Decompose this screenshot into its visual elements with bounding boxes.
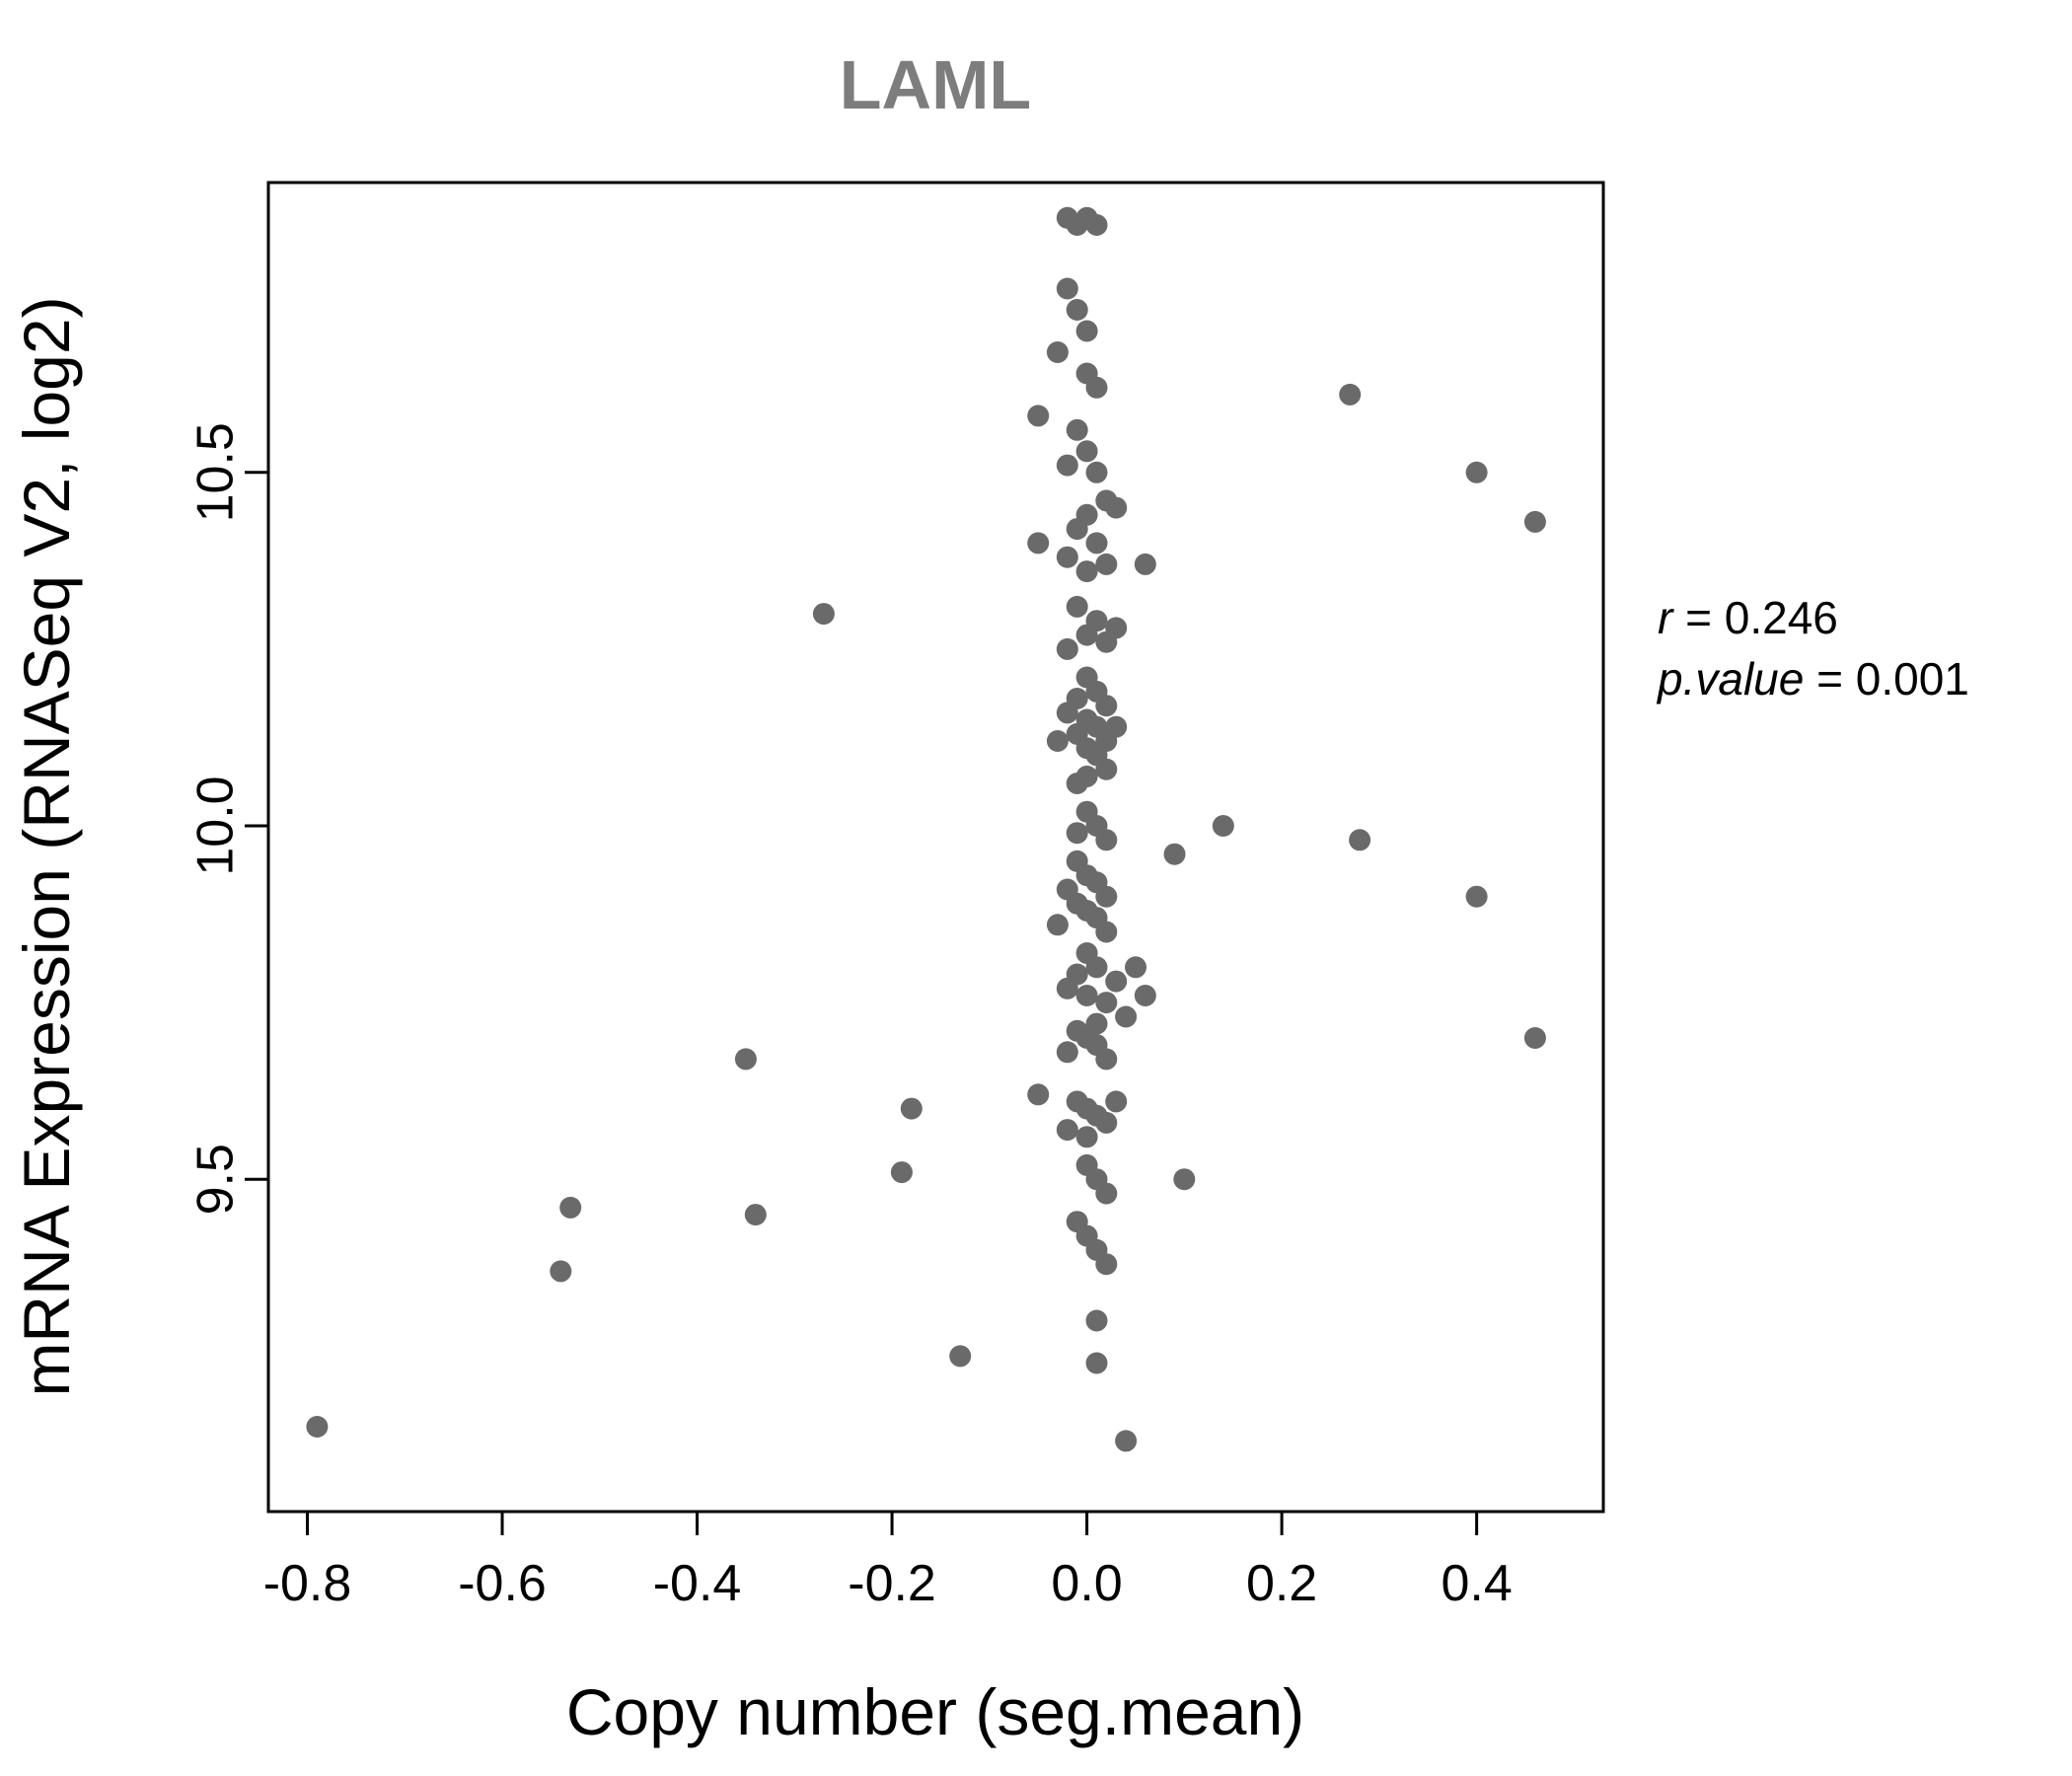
data-point <box>1173 1168 1196 1191</box>
x-axis-label: Copy number (seg.mean) <box>566 1675 1304 1748</box>
data-point <box>1095 758 1118 780</box>
data-point <box>1066 822 1088 845</box>
data-point <box>734 1048 757 1071</box>
data-point <box>1105 970 1128 993</box>
annotation-pvalue-value: = 0.001 <box>1804 653 1969 704</box>
data-point <box>1523 1027 1546 1049</box>
data-point <box>1066 418 1088 441</box>
data-point <box>1056 702 1078 724</box>
data-point <box>1066 299 1088 321</box>
annotation-r-value: = 0.246 <box>1672 592 1838 643</box>
data-point <box>1085 1352 1108 1374</box>
data-point <box>1085 532 1108 555</box>
data-point <box>1095 1111 1118 1134</box>
x-tick-label: -0.4 <box>653 1555 742 1612</box>
data-point <box>744 1204 767 1226</box>
data-point <box>1095 992 1118 1014</box>
axis-ticks: -0.8 -0.6 -0.4 -0.2 0.0 0.2 0.4 9.5 10.0 10.5 <box>187 422 1513 1612</box>
plot-area-border <box>266 181 1605 1514</box>
data-point <box>1105 496 1128 519</box>
data-point <box>1115 1005 1138 1028</box>
x-tick-label: -0.6 <box>458 1555 547 1612</box>
x-tick-label: 0.4 <box>1441 1555 1512 1612</box>
data-point <box>1134 553 1156 575</box>
data-point <box>1027 1083 1050 1106</box>
data-point <box>1066 518 1088 541</box>
x-tick-label: -0.2 <box>848 1555 936 1612</box>
data-point <box>1134 985 1156 1006</box>
data-point <box>1085 376 1108 399</box>
data-point <box>1046 914 1069 936</box>
data-point <box>1095 1253 1118 1276</box>
data-point <box>1056 637 1078 660</box>
data-point <box>1163 843 1186 865</box>
data-point <box>1085 1309 1108 1332</box>
data-point <box>1075 1126 1098 1148</box>
data-point <box>1115 1430 1138 1452</box>
chart-title: LAML <box>840 46 1031 123</box>
y-tick-label: 9.5 <box>187 1144 245 1215</box>
data-point <box>1056 1041 1078 1064</box>
data-point <box>1056 277 1078 300</box>
data-point <box>1095 921 1118 943</box>
x-tick-label: -0.8 <box>263 1555 352 1612</box>
y-tick-label: 10.5 <box>187 422 245 522</box>
data-point <box>1212 815 1234 837</box>
data-point <box>1085 214 1108 236</box>
y-axis-label: mRNA Expression (RNASeq V2, log2) <box>10 296 83 1396</box>
data-point <box>550 1260 572 1283</box>
data-point <box>1066 214 1088 236</box>
data-point <box>1095 695 1118 717</box>
data-point <box>1339 383 1362 406</box>
data-point <box>1056 454 1078 477</box>
data-point <box>306 1416 329 1438</box>
data-point <box>1046 730 1069 752</box>
data-point <box>1085 956 1108 979</box>
data-point <box>890 1161 913 1184</box>
data-point <box>1066 773 1088 794</box>
data-point <box>1027 405 1050 427</box>
data-point <box>1056 977 1078 999</box>
annotation-pvalue: p.value = 0.001 <box>1656 653 1969 704</box>
data-point <box>1075 440 1098 463</box>
data-point <box>1056 546 1078 568</box>
data-point <box>1027 532 1050 555</box>
data-point <box>1125 956 1147 979</box>
data-point <box>1523 510 1546 533</box>
data-point <box>1105 1090 1128 1113</box>
data-point <box>1095 829 1118 851</box>
data-point <box>949 1345 972 1368</box>
data-point <box>1046 341 1069 363</box>
y-tick-label: 10.0 <box>187 776 245 875</box>
data-point <box>812 603 835 626</box>
annotation-r: r = 0.246 <box>1658 592 1838 643</box>
x-tick-label: 0.0 <box>1051 1555 1122 1612</box>
data-point <box>1349 829 1371 851</box>
data-point <box>1095 1048 1118 1071</box>
annotation-r-label: r <box>1658 592 1674 643</box>
data-point <box>1465 461 1488 483</box>
data-point <box>559 1196 582 1219</box>
data-point <box>1075 985 1098 1006</box>
data-points <box>306 206 1546 1452</box>
data-point <box>1095 630 1118 653</box>
data-point <box>1066 595 1088 618</box>
data-point <box>1075 320 1098 342</box>
data-point <box>1095 553 1118 575</box>
data-point <box>900 1097 923 1120</box>
x-tick-label: 0.2 <box>1246 1555 1317 1612</box>
data-point <box>1095 1182 1118 1205</box>
annotation-pvalue-label: p.value <box>1656 653 1804 704</box>
data-point <box>1465 885 1488 908</box>
data-point <box>1075 560 1098 583</box>
data-point <box>1095 885 1118 908</box>
data-point <box>1085 461 1108 483</box>
data-point <box>1075 624 1098 646</box>
data-point <box>1056 1119 1078 1142</box>
